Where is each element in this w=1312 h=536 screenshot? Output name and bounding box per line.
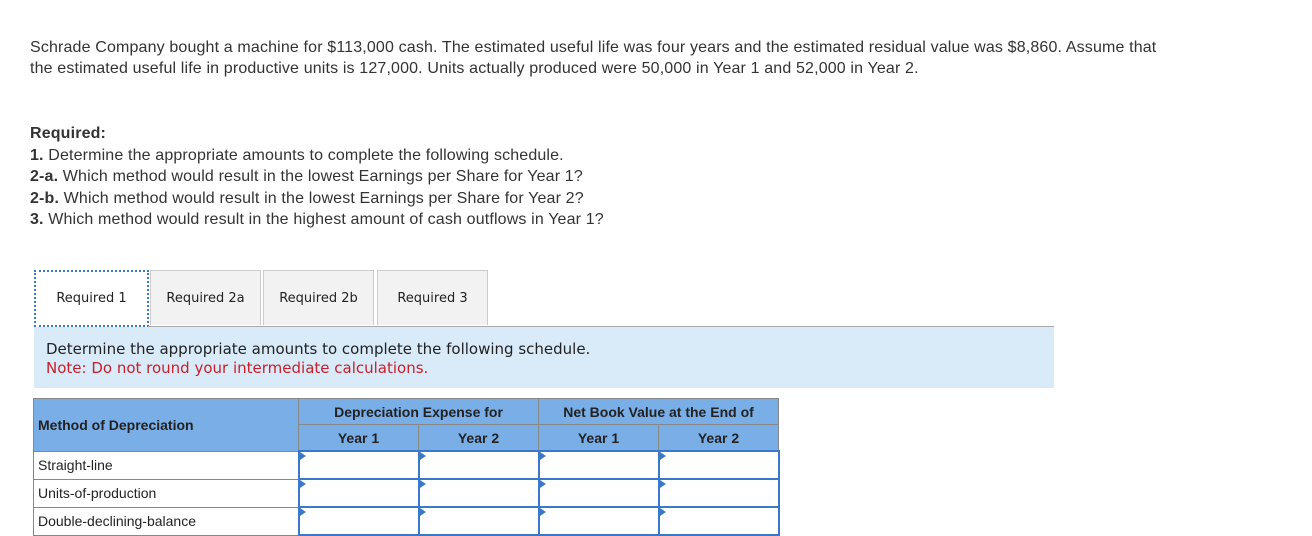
note-text: Note: Do not round your intermediate cal… (46, 359, 429, 377)
year-header: Year 2 (658, 424, 779, 452)
method-header: Method of Depreciation (33, 398, 299, 452)
tab-required-1[interactable]: Required 1 (34, 270, 149, 327)
units-nbv-year2-input[interactable] (659, 481, 778, 505)
required-item: 2-b. Which method would result in the lo… (30, 189, 584, 207)
ddb-nbv-year2-input[interactable] (659, 509, 778, 533)
table-row: Units-of-production (33, 478, 780, 508)
tab-divider (148, 326, 1054, 327)
instruction-panel: Determine the appropriate amounts to com… (34, 327, 1054, 388)
year-header: Year 2 (418, 424, 539, 452)
straight-line-nbv-year2-input[interactable] (659, 453, 778, 477)
problem-text: Schrade Company bought a machine for $11… (30, 39, 1157, 77)
required-item: 3. Which method would result in the high… (30, 211, 604, 228)
required-item: 2-a. Which method would result in the lo… (30, 168, 583, 185)
straight-line-dep-year1-input[interactable] (299, 453, 418, 477)
tab-required-2a[interactable]: Required 2a (150, 270, 261, 325)
required-title: Required: (30, 125, 107, 142)
method-label: Straight-line (33, 450, 299, 480)
table-row: Double-declining-balance (33, 506, 780, 536)
required-section: Required: 1. Determine the appropriate a… (30, 123, 604, 231)
required-item: 1. Determine the appropriate amounts to … (30, 146, 564, 164)
method-label: Units-of-production (33, 478, 299, 508)
units-dep-year1-input[interactable] (299, 481, 418, 505)
depreciation-expense-header: Depreciation Expense for (298, 398, 539, 425)
table-row: Straight-line (33, 450, 780, 480)
tab-required-3[interactable]: Required 3 (377, 270, 488, 325)
net-book-value-header: Net Book Value at the End of (538, 398, 779, 425)
tab-required-2b[interactable]: Required 2b (263, 270, 374, 325)
method-label: Double-declining-balance (33, 506, 299, 536)
ddb-nbv-year1-input[interactable] (539, 509, 658, 533)
units-dep-year2-input[interactable] (419, 481, 538, 505)
ddb-dep-year2-input[interactable] (419, 509, 538, 533)
straight-line-dep-year2-input[interactable] (419, 453, 538, 477)
instruction-text: Determine the appropriate amounts to com… (46, 340, 591, 358)
straight-line-nbv-year1-input[interactable] (539, 453, 658, 477)
units-nbv-year1-input[interactable] (539, 481, 658, 505)
depreciation-schedule: Method of Depreciation Depreciation Expe… (33, 398, 780, 536)
year-header: Year 1 (538, 424, 659, 452)
year-header: Year 1 (298, 424, 419, 452)
ddb-dep-year1-input[interactable] (299, 509, 418, 533)
